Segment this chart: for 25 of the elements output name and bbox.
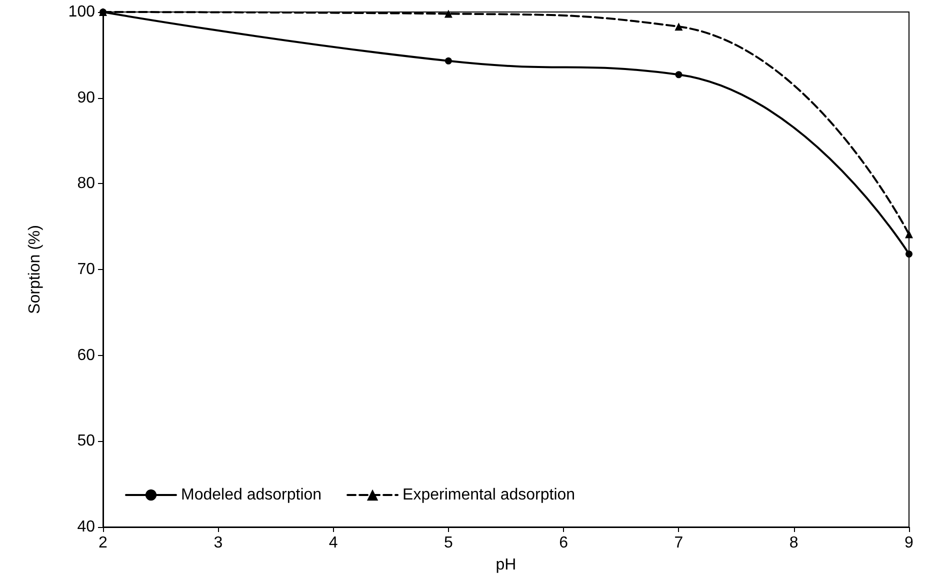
point bbox=[906, 250, 912, 258]
legend-label: Experimental adsorption bbox=[402, 486, 576, 504]
x-tick-label: 3 bbox=[214, 534, 223, 552]
x-tick-label: 4 bbox=[328, 534, 338, 552]
y-tick-label: 50 bbox=[77, 432, 96, 450]
y-tick-label: 60 bbox=[77, 346, 96, 364]
y-tick-label: 40 bbox=[77, 518, 96, 536]
y-axis-title: Sorption (%) bbox=[26, 225, 44, 314]
x-tick-label: 8 bbox=[789, 534, 798, 552]
y-tick-label: 80 bbox=[77, 175, 96, 192]
x-tick-label: 7 bbox=[674, 534, 684, 552]
point bbox=[905, 230, 913, 238]
point bbox=[675, 71, 682, 78]
x-axis-title: pH bbox=[496, 556, 516, 574]
y-tick-label: 90 bbox=[77, 89, 96, 106]
point bbox=[444, 10, 452, 18]
y-tick-label: 70 bbox=[77, 261, 96, 278]
legend-label: Modeled adsorption bbox=[181, 486, 322, 504]
x-tick-label: 9 bbox=[904, 534, 914, 552]
point bbox=[674, 22, 683, 31]
x-tick-label: 6 bbox=[559, 534, 568, 552]
y-tick-label: 100 bbox=[68, 4, 96, 20]
point bbox=[444, 57, 452, 64]
x-tick-label: 2 bbox=[98, 534, 108, 552]
x-tick-label: 5 bbox=[444, 534, 453, 552]
